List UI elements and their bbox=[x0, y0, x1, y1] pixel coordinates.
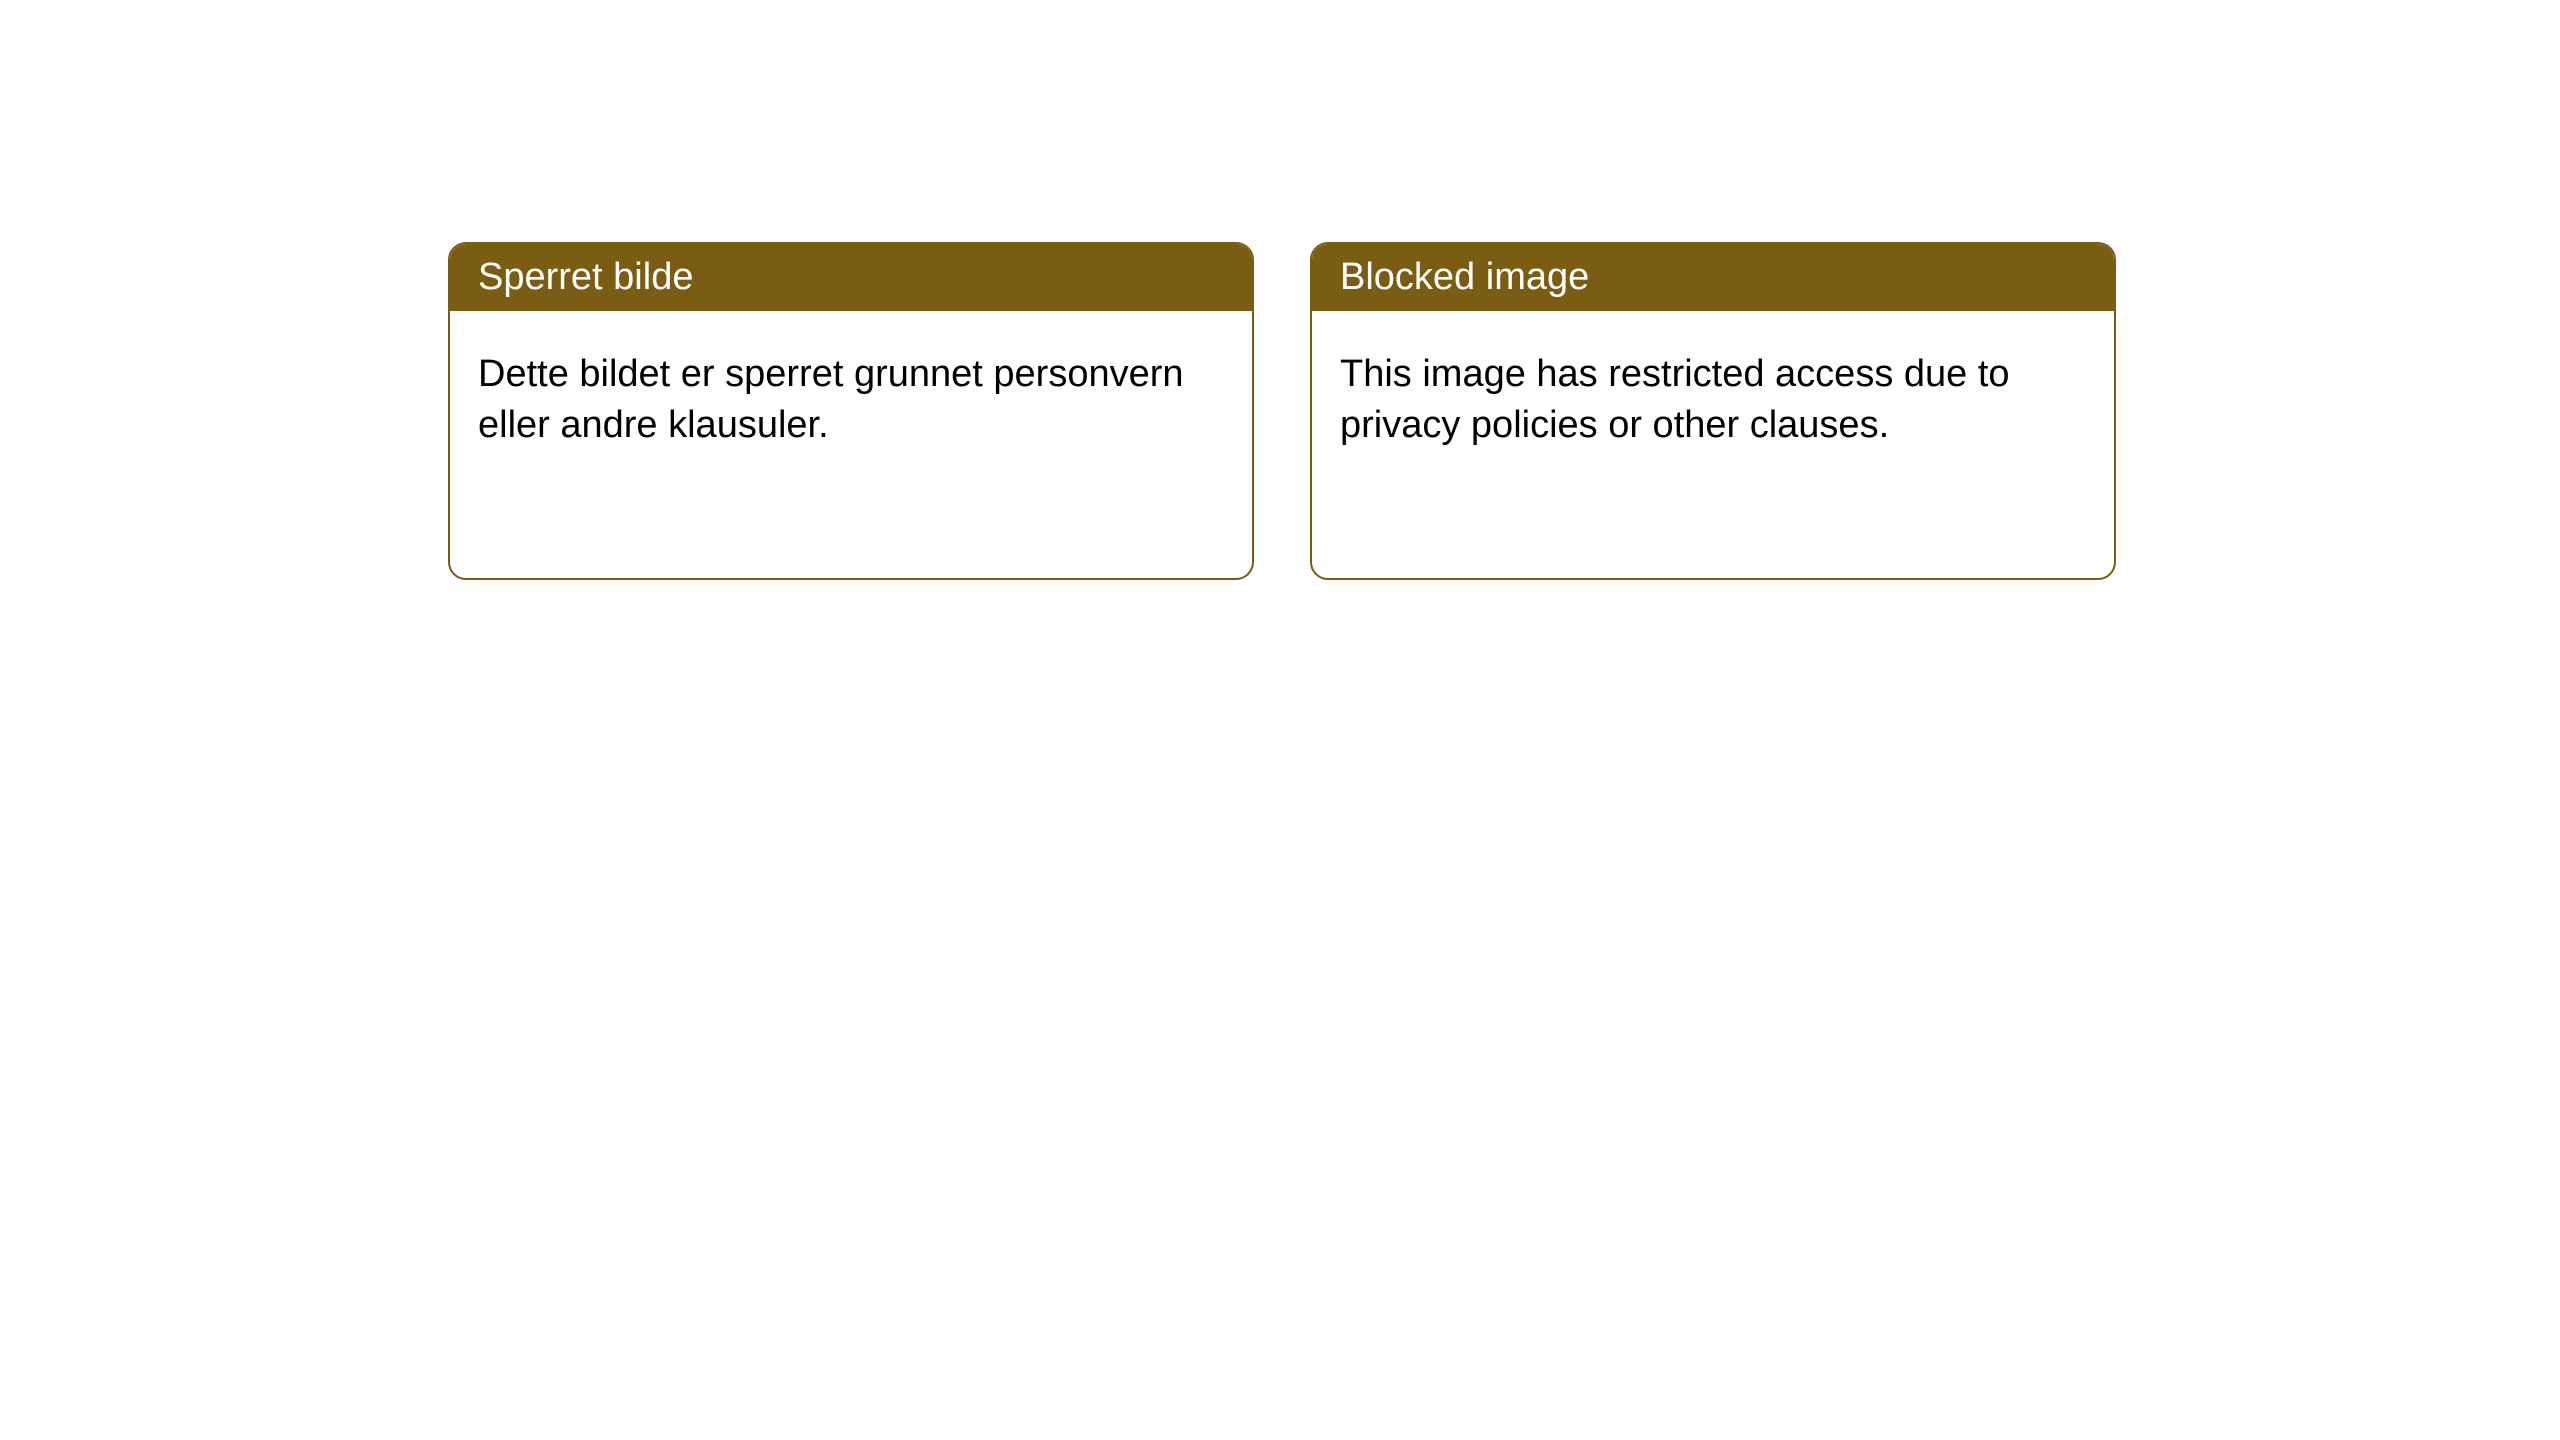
notice-card-norwegian: Sperret bilde Dette bildet er sperret gr… bbox=[448, 242, 1254, 580]
card-title: Blocked image bbox=[1340, 256, 1589, 298]
card-title: Sperret bilde bbox=[478, 256, 693, 298]
notice-container: Sperret bilde Dette bildet er sperret gr… bbox=[0, 0, 2560, 580]
card-body: Dette bildet er sperret grunnet personve… bbox=[450, 311, 1252, 490]
card-header: Blocked image bbox=[1312, 244, 2114, 311]
card-body: This image has restricted access due to … bbox=[1312, 311, 2114, 490]
notice-card-english: Blocked image This image has restricted … bbox=[1310, 242, 2116, 580]
card-body-text: Dette bildet er sperret grunnet personve… bbox=[478, 353, 1184, 446]
card-header: Sperret bilde bbox=[450, 244, 1252, 311]
card-body-text: This image has restricted access due to … bbox=[1340, 353, 2010, 446]
